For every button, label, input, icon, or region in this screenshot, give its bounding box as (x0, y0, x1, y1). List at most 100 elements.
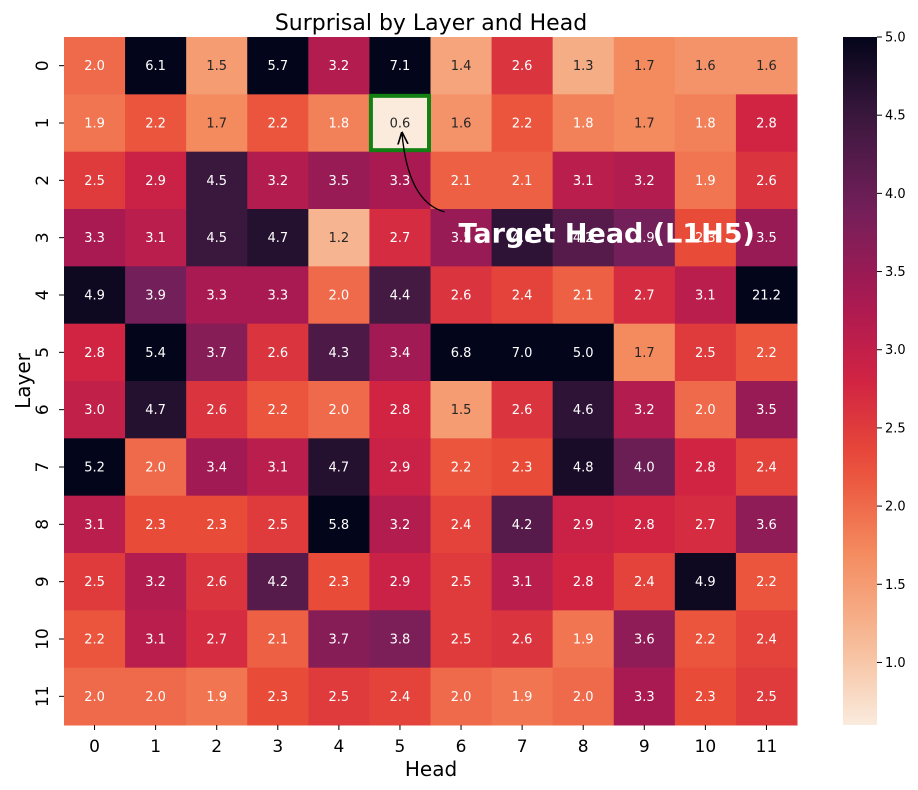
cell-value-label: 1.7 (634, 59, 655, 74)
cell-value-label: 3.1 (84, 518, 105, 533)
heatmap-cell (491, 495, 554, 554)
heatmap-cell (369, 381, 431, 439)
cell-value-label: 2.7 (390, 231, 411, 246)
cell-value-label: 4.2 (267, 575, 288, 590)
cell-value-label: 1.7 (634, 346, 655, 361)
cell-value-label: 3.1 (512, 575, 533, 590)
heatmap-cell (552, 151, 615, 210)
target-annotation: Target Head (L1H5) (402, 133, 755, 249)
colorbar-tick-label: 1.5 (885, 578, 906, 593)
heatmap-cell (430, 495, 493, 554)
cell-value-label: 3.9 (145, 289, 166, 304)
y-tick-label: 9 (33, 576, 53, 587)
cell-value-label: 2.4 (512, 289, 533, 304)
cell-value-label: 2.1 (512, 174, 533, 189)
heatmap-cell (369, 495, 431, 554)
y-tick-label: 4 (33, 290, 53, 301)
cell-value-label: 2.7 (634, 289, 655, 304)
heatmap-cell (125, 667, 187, 726)
cell-value-label: 3.2 (145, 575, 166, 590)
cell-value-label: 4.5 (206, 174, 227, 189)
heatmap-cell (247, 266, 309, 325)
cell-value-label: 2.6 (756, 174, 777, 189)
heatmap-cell (552, 323, 615, 382)
heatmap-cell (430, 266, 493, 325)
heatmap-cell (735, 553, 798, 611)
heatmap-cell (308, 553, 370, 611)
heatmap-cell (491, 323, 554, 382)
heatmap-cell (735, 151, 798, 210)
x-tick-label: 7 (517, 737, 528, 757)
cell-labels: 2.0 6.1 1.5 5.7 3.2 7.1 1.4 2.6 1.3 1.7 1.6 1.6 1.9 2… (84, 59, 781, 705)
heatmap-cell (64, 610, 126, 669)
cell-value-label: 3.8 (390, 633, 411, 648)
heatmap-cell (491, 553, 554, 611)
heatmap-cell (674, 266, 737, 325)
heatmap-cell (735, 667, 798, 726)
heatmap-cell (64, 94, 126, 153)
heatmap-cell (491, 94, 554, 153)
cell-value-label: 3.5 (329, 174, 350, 189)
heatmap-cell (430, 323, 493, 382)
heatmap-cell (369, 151, 431, 210)
colorbar-tick-label: 3.5 (885, 265, 906, 280)
cell-value-label: 2.1 (267, 633, 288, 648)
cell-value-label: 1.8 (573, 117, 594, 132)
cell-value-label: 2.5 (84, 174, 105, 189)
y-tick-label: 5 (33, 347, 53, 358)
heatmap-cell (613, 381, 676, 439)
cell-value-label: 2.5 (451, 633, 472, 648)
heatmap-cell (430, 438, 493, 497)
cell-value-label: 3.3 (634, 690, 655, 705)
cell-value-label: 4.6 (573, 403, 594, 418)
cell-value-label: 5.0 (573, 346, 594, 361)
cell-value-label: 3.1 (145, 231, 166, 246)
cell-value-label: 2.5 (451, 575, 472, 590)
heatmap-cell (308, 94, 370, 153)
cell-value-label: 4.6 (512, 231, 533, 246)
cell-value-label: 2.9 (145, 174, 166, 189)
highlight-rect (368, 93, 431, 153)
heatmap-cell (674, 151, 737, 210)
heatmap-cell (430, 610, 493, 669)
cell-value-label: 2.0 (695, 403, 716, 418)
cell-value-label: 4.5 (206, 231, 227, 246)
cell-value-label: 2.6 (206, 403, 227, 418)
heatmap-cell (491, 381, 554, 439)
cell-value-label: 3.7 (206, 346, 227, 361)
cell-value-label: 2.3 (695, 690, 716, 705)
heatmap-cell (430, 667, 493, 726)
cell-value-label: 2.2 (512, 117, 533, 132)
heatmap-cell (308, 266, 370, 325)
cell-value-label: 2.3 (267, 690, 288, 705)
heatmap-cell (491, 151, 554, 210)
heatmap-cell (186, 667, 248, 726)
colorbar-gradient (843, 37, 877, 725)
cell-value-label: 4.7 (267, 231, 288, 246)
cell-value-label: 4.2 (512, 518, 533, 533)
heatmap-cell (674, 209, 737, 267)
chart-title: Surprisal by Layer and Head (275, 11, 587, 36)
heatmap-cell (64, 381, 126, 439)
heatmap-cell (247, 209, 309, 267)
cell-value-label: 2.4 (390, 690, 411, 705)
annotation-arrow (402, 133, 445, 213)
highlight-box (368, 93, 431, 153)
heatmap-cell (552, 667, 615, 726)
cell-value-label: 2.0 (145, 461, 166, 476)
cell-value-label: 2.3 (206, 518, 227, 533)
heatmap-cell (674, 438, 737, 497)
heatmap-cell (308, 209, 370, 267)
cell-value-label: 3.1 (145, 633, 166, 648)
y-tick-label: 3 (33, 232, 53, 243)
cell-value-label: 5.7 (267, 59, 288, 74)
heatmap-cell (186, 381, 248, 439)
cell-value-label: 1.8 (329, 117, 350, 132)
cell-value-label: 3.1 (267, 461, 288, 476)
heatmap-cell (247, 323, 309, 382)
cell-value-label: 21.2 (752, 289, 781, 304)
heatmap-cell (735, 495, 798, 554)
cell-value-label: 2.5 (267, 518, 288, 533)
x-tick-label: 5 (395, 737, 406, 757)
cell-value-label: 3.3 (267, 289, 288, 304)
